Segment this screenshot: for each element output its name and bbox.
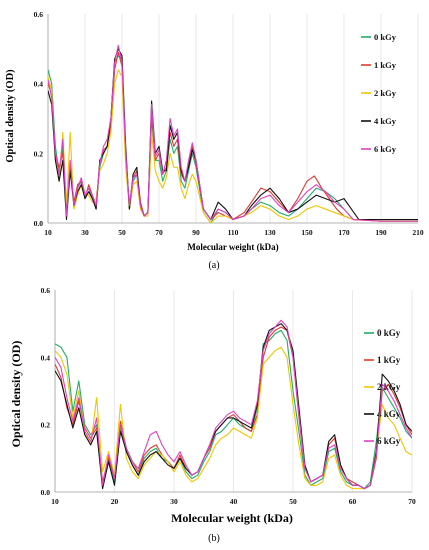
legend-label: 2 kGy (377, 382, 401, 392)
y-tick-label: 0.0 (34, 219, 44, 228)
x-tick-label: 130 (264, 228, 276, 237)
x-tick-label: 190 (375, 228, 387, 237)
x-tick-label: 170 (338, 228, 350, 237)
y-tick-label: 0.6 (34, 10, 44, 19)
panel-label: (a) (208, 260, 219, 271)
y-axis-label: Optical density (OD) (9, 341, 23, 448)
x-axis-label: Molecular weight (kDa) (171, 511, 293, 525)
legend-label: 6 kGy (377, 436, 401, 446)
legend-label: 0 kGy (377, 328, 401, 338)
x-tick-label: 70 (408, 497, 416, 506)
x-tick-label: 60 (349, 497, 357, 506)
series-line-2-kgy (48, 69, 418, 223)
x-tick-label: 90 (192, 228, 200, 237)
y-tick-label: 0.4 (41, 353, 51, 362)
x-tick-label: 150 (301, 228, 313, 237)
y-tick-label: 0.4 (34, 80, 44, 89)
legend-label: 2 kGy (374, 88, 397, 98)
legend-label: 1 kGy (374, 60, 397, 70)
x-tick-label: 30 (170, 497, 178, 506)
x-tick-label: 10 (44, 228, 52, 237)
x-tick-label: 10 (51, 497, 59, 506)
x-tick-label: 110 (228, 228, 239, 237)
y-tick-label: 0.2 (41, 421, 51, 430)
y-tick-label: 0.6 (41, 286, 51, 295)
x-tick-label: 50 (118, 228, 126, 237)
panel-label: (b) (208, 533, 220, 544)
x-tick-label: 30 (81, 228, 89, 237)
y-tick-label: 0.0 (41, 488, 51, 497)
legend-label: 4 kGy (374, 116, 397, 126)
legend-label: 4 kGy (377, 409, 401, 419)
x-tick-label: 40 (230, 497, 238, 506)
series-line-6-kgy (55, 319, 412, 490)
x-tick-label: 50 (289, 497, 297, 506)
x-tick-label: 20 (111, 497, 119, 506)
x-tick-label: 210 (412, 228, 424, 237)
x-tick-label: 70 (155, 228, 163, 237)
panel-b: Optical density (OD) Molecular weight (k… (9, 286, 416, 544)
y-tick-label: 0.2 (34, 149, 44, 158)
panel-a: Optical density (OD) Molecular weight (k… (5, 10, 424, 271)
x-axis-label: Molecular weight (kDa) (187, 242, 278, 252)
legend-label: 0 kGy (374, 32, 397, 42)
legend-label: 1 kGy (377, 355, 401, 365)
y-axis-label: Optical density (OD) (5, 69, 16, 163)
legend-label: 6 kGy (374, 144, 397, 154)
series-line-6-kgy (48, 44, 418, 222)
